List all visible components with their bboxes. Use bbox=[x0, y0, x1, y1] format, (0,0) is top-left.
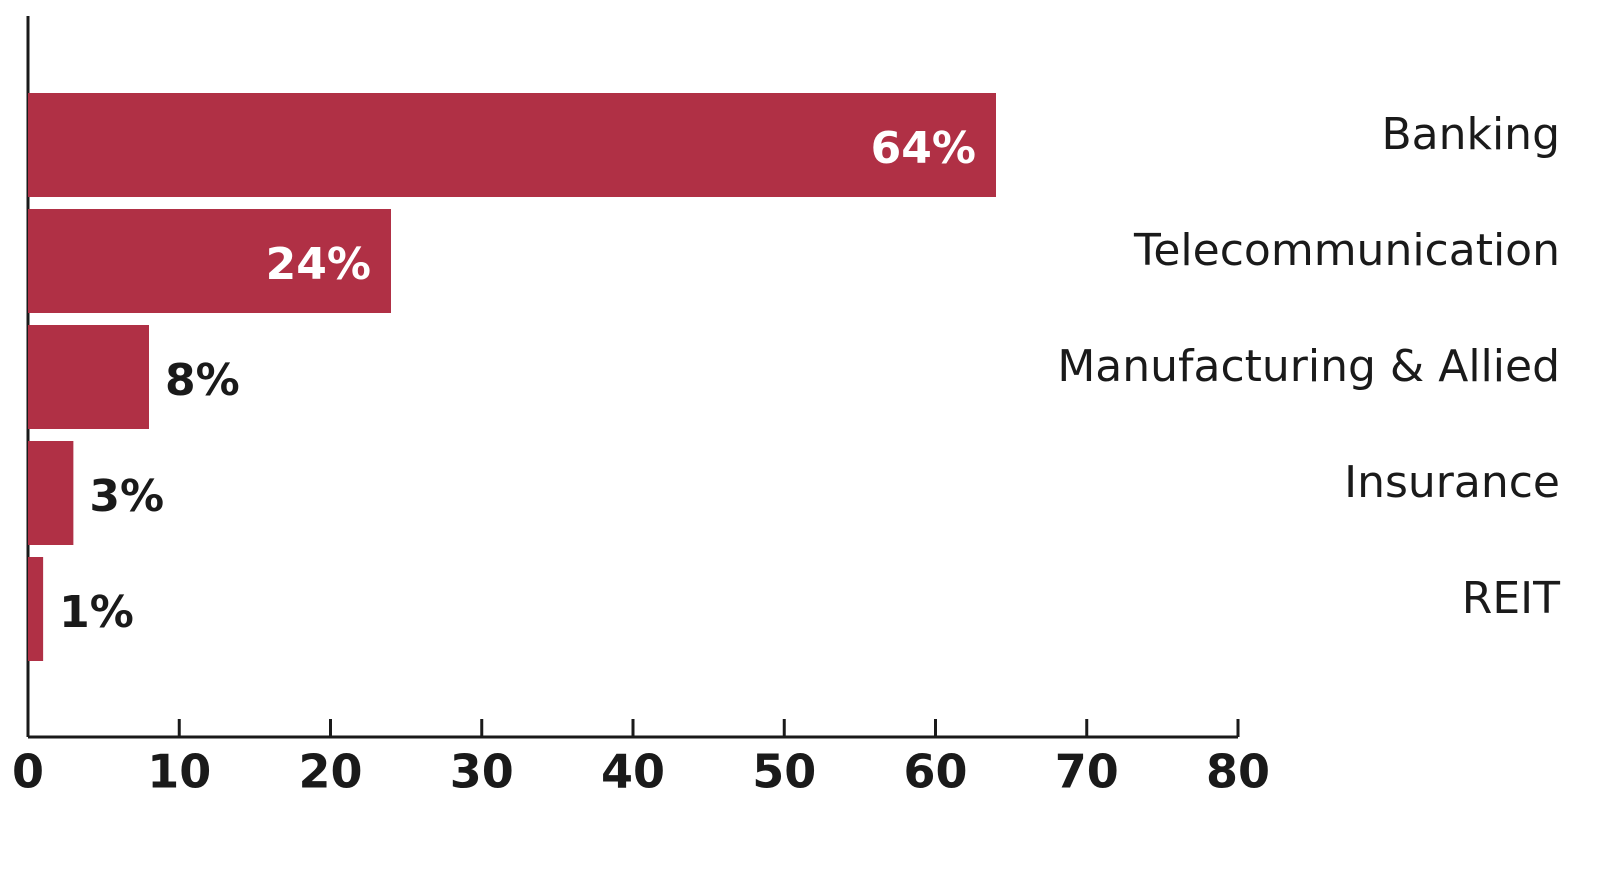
x-tick-label: 0 bbox=[12, 745, 44, 799]
x-tick-label: 60 bbox=[903, 745, 967, 799]
x-tick-label: 30 bbox=[450, 745, 514, 799]
x-tick-label: 10 bbox=[147, 745, 211, 799]
category-label: REIT bbox=[1462, 573, 1560, 624]
category-label: Insurance bbox=[1344, 457, 1560, 508]
value-label: 24% bbox=[266, 239, 371, 290]
category-label: Telecommunication bbox=[1133, 225, 1560, 276]
value-label: 3% bbox=[89, 471, 164, 522]
x-tick-label: 80 bbox=[1206, 745, 1270, 799]
x-tick-label: 50 bbox=[752, 745, 816, 799]
bar bbox=[28, 209, 391, 313]
bar bbox=[28, 557, 44, 661]
value-label: 8% bbox=[165, 355, 240, 406]
category-label: Banking bbox=[1381, 109, 1560, 160]
category-label: Manufacturing & Allied bbox=[1057, 341, 1560, 392]
value-label: 64% bbox=[871, 123, 976, 174]
bar bbox=[28, 441, 74, 545]
x-tick-label: 20 bbox=[298, 745, 362, 799]
bar bbox=[28, 93, 996, 197]
bar bbox=[28, 325, 149, 429]
x-tick-label: 70 bbox=[1055, 745, 1119, 799]
value-label: 1% bbox=[59, 587, 134, 638]
x-tick-label: 40 bbox=[601, 745, 665, 799]
